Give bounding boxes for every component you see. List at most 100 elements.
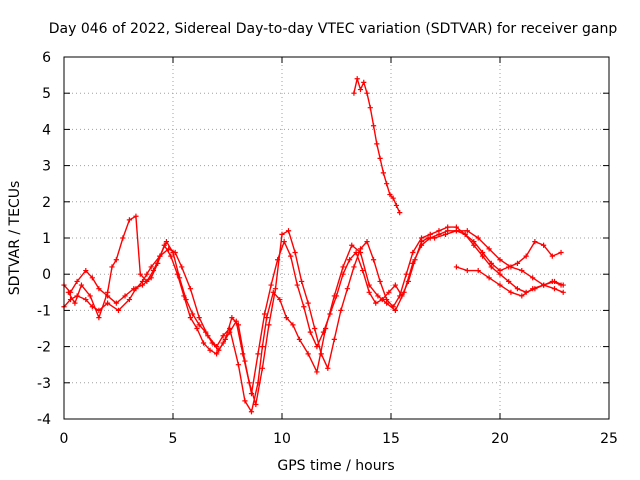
data-point [442,231,449,237]
data-point [331,336,337,342]
series-line [67,215,564,395]
data-point [427,231,433,237]
data-point [133,213,139,219]
data-point [296,336,303,342]
data-point [436,228,442,234]
data-point [375,293,381,299]
data-point [176,275,183,281]
data-point [386,289,392,295]
data-point [405,278,412,285]
data-point [314,344,320,350]
x-tick-label: 5 [169,431,178,447]
data-point [259,365,265,371]
data-point [200,340,207,346]
data-point [479,253,486,259]
data-point [453,228,459,234]
data-point [126,217,132,223]
data-point [163,239,170,245]
data-point [196,315,202,321]
data-point [558,249,564,256]
data-point [475,267,481,274]
data-point [105,289,111,295]
data-point [187,315,194,321]
data-point [360,267,366,274]
data-point [253,401,259,408]
data-point [292,249,298,256]
data-point [541,242,547,248]
data-point [486,246,492,252]
data-point [380,170,386,176]
grid-lines [64,57,609,419]
data-point [379,296,385,303]
data-point [361,79,367,85]
data-point [203,329,209,335]
data-point [373,300,379,306]
data-point [392,282,398,288]
y-axis-label: SDTVAR / TECUs [7,181,23,296]
data-point [229,315,235,321]
data-point [333,293,340,299]
data-point [220,333,226,339]
data-point [462,231,468,237]
data-series [61,76,566,415]
data-point [157,253,163,259]
data-point [109,264,115,270]
data-point [89,275,95,281]
data-point [283,315,289,321]
data-point [301,304,307,310]
data-point [453,264,459,270]
data-point [399,293,405,299]
data-point [78,282,85,288]
data-point [412,257,418,263]
data-point [390,304,396,310]
data-point [266,322,272,328]
x-axis-label: GPS time / hours [277,458,394,474]
data-point [74,278,80,285]
y-tick-label: 1 [42,231,51,247]
chart-title: Day 046 of 2022, Sidereal Day-to-day VTE… [49,21,618,37]
data-point [560,289,566,295]
data-point [242,398,248,404]
data-point [403,271,409,277]
data-point [519,293,525,299]
data-point [519,267,525,274]
data-point [83,296,89,303]
data-point [96,307,102,313]
data-point [418,239,425,245]
data-point [346,257,353,263]
data-point [445,224,451,230]
data-point [425,235,431,241]
data-point [370,257,377,263]
data-point [264,315,270,321]
data-point [514,260,521,266]
data-point [357,86,364,93]
data-point [120,235,126,241]
data-point [150,267,156,274]
data-point [312,325,318,332]
data-point [207,347,213,353]
data-point [325,365,331,371]
y-tick-label: 6 [42,50,51,66]
data-point [299,278,305,285]
data-point [318,351,324,357]
data-point [279,231,285,237]
data-point [508,289,514,295]
data-point [475,235,481,241]
data-point [83,267,89,274]
y-tick-label: -2 [37,340,51,356]
data-point [255,351,261,357]
data-point [248,409,255,415]
data-point [314,369,320,375]
x-tick-label: 0 [60,431,69,447]
data-point [259,344,265,350]
data-point [235,322,241,328]
data-point [549,253,555,259]
data-point [170,249,176,256]
data-point [514,286,521,292]
data-point [387,191,393,198]
data-point [168,253,174,259]
y-tick-label: 4 [42,122,51,138]
data-point [357,246,364,252]
data-point [367,105,373,111]
